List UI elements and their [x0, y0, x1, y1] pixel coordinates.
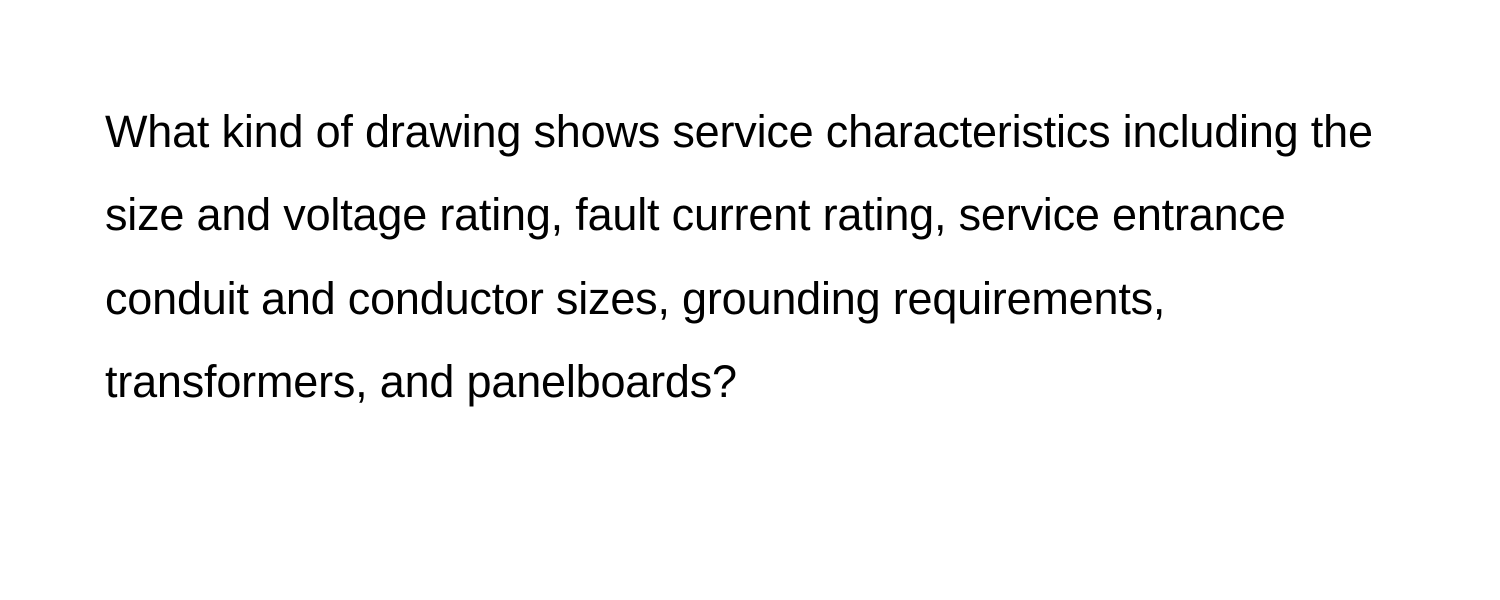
question-text: What kind of drawing shows service chara…: [105, 90, 1385, 423]
